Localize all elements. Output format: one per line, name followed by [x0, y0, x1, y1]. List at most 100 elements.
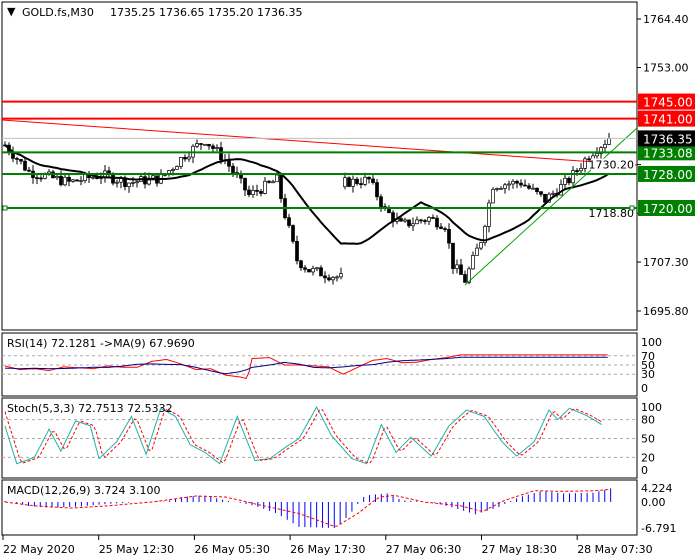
bear-candle [243, 177, 247, 191]
bear-candle [587, 158, 591, 161]
time-tick-label: 27 May 06:30 [386, 543, 461, 556]
bear-candle [259, 191, 263, 194]
rsi-line [4, 354, 608, 379]
bull-candle [351, 178, 355, 187]
bear-candle [279, 174, 283, 199]
bear-candle [375, 182, 379, 198]
time-tick-label: 28 May 07:30 [577, 543, 652, 556]
macd-signal-line [4, 488, 611, 527]
time-tick-label: 27 May 18:30 [482, 543, 557, 556]
bear-candle [567, 177, 571, 184]
line-handle [2, 205, 8, 211]
bull-candle [499, 188, 503, 190]
bear-candle [35, 177, 39, 180]
bear-candle [431, 217, 435, 219]
bull-candle [171, 169, 175, 171]
bull-candle [151, 175, 155, 179]
bull-candle [455, 264, 459, 269]
bear-candle [67, 176, 71, 182]
bear-candle [19, 159, 23, 162]
level-label: 1728.00 [643, 168, 693, 182]
rsi-ma-line [4, 356, 608, 375]
level-label: 1733.08 [643, 146, 693, 160]
level-label: 1745.00 [643, 96, 693, 110]
bull-candle [487, 202, 491, 227]
bull-candle [91, 176, 95, 179]
bull-candle [491, 189, 495, 204]
price-tick-label-bg [591, 158, 635, 171]
bear-candle [359, 183, 363, 185]
bear-candle [267, 180, 271, 183]
bear-candle [399, 218, 403, 222]
macd-label: MACD(12,26,9) 3.724 3.100 [7, 484, 161, 497]
bear-candle [75, 179, 79, 182]
stoch-main-line [4, 405, 603, 465]
stoch-signal-line [4, 408, 603, 464]
price-tick-label: 1764.40 [643, 13, 689, 26]
bull-candle [311, 268, 315, 273]
bear-candle [327, 277, 331, 281]
bear-candle [295, 241, 299, 262]
rsi-tick-label: 50 [641, 359, 655, 372]
bear-candle [447, 229, 451, 244]
price-tick-label: 1695.80 [643, 305, 689, 318]
bear-candle [515, 181, 519, 184]
bear-candle [535, 187, 539, 193]
bear-candle [443, 228, 447, 230]
current-price-label: 1736.35 [643, 132, 693, 146]
bear-candle [247, 189, 251, 195]
bear-candle [459, 264, 463, 275]
bull-candle [135, 181, 139, 184]
bull-candle [263, 180, 267, 194]
bull-candle [79, 180, 83, 182]
bear-candle [439, 226, 443, 229]
bull-candle [479, 242, 483, 249]
bear-candle [299, 260, 303, 269]
bull-candle [175, 166, 179, 170]
level-label: 1741.00 [643, 113, 693, 127]
moving-average-line [4, 144, 610, 245]
bear-candle [183, 157, 187, 160]
bear-candle [303, 267, 307, 270]
stoch-tick-label: 100 [641, 401, 662, 414]
bear-candle [463, 274, 467, 283]
bear-candle [451, 242, 455, 269]
bull-candle [579, 167, 583, 172]
bear-candle [23, 160, 27, 171]
panel-frame [1, 479, 638, 536]
bear-candle [407, 219, 411, 227]
bull-candle [275, 174, 279, 183]
bull-candle [411, 223, 415, 227]
bull-candle [551, 192, 555, 195]
bull-candle [335, 276, 339, 279]
current-price-box [638, 130, 695, 147]
bull-candle [339, 273, 343, 278]
bull-candle [563, 177, 567, 185]
line-handle [629, 205, 635, 211]
bull-candle [531, 187, 535, 190]
stoch-label: Stoch(5,3,3) 72.7513 72.5332 [7, 402, 173, 415]
price-tick-label: 1753.00 [643, 62, 689, 75]
triangle-icon[interactable]: ▼ [7, 5, 16, 18]
bear-candle [199, 143, 203, 145]
bear-candle [207, 143, 211, 147]
rsi-label: RSI(14) 72.1281 ->MA(9) 67.9690 [7, 337, 195, 350]
macd-tick-label: -6.791 [641, 522, 676, 535]
bull-candle [467, 268, 471, 283]
level-label: 1720.00 [643, 202, 693, 216]
bull-candle [603, 144, 607, 148]
level-label-box [638, 165, 695, 182]
bull-candle [599, 147, 603, 154]
price-tick-label: 1718.80 [589, 207, 635, 220]
bull-candle [483, 225, 487, 243]
bear-candle [539, 191, 543, 195]
bear-candle [423, 220, 427, 222]
bear-candle [523, 184, 527, 187]
rsi-tick-label: 70 [641, 350, 655, 363]
bull-candle [331, 277, 335, 281]
time-tick-label: 22 May 2020 [3, 543, 75, 556]
bear-candle [319, 267, 323, 277]
